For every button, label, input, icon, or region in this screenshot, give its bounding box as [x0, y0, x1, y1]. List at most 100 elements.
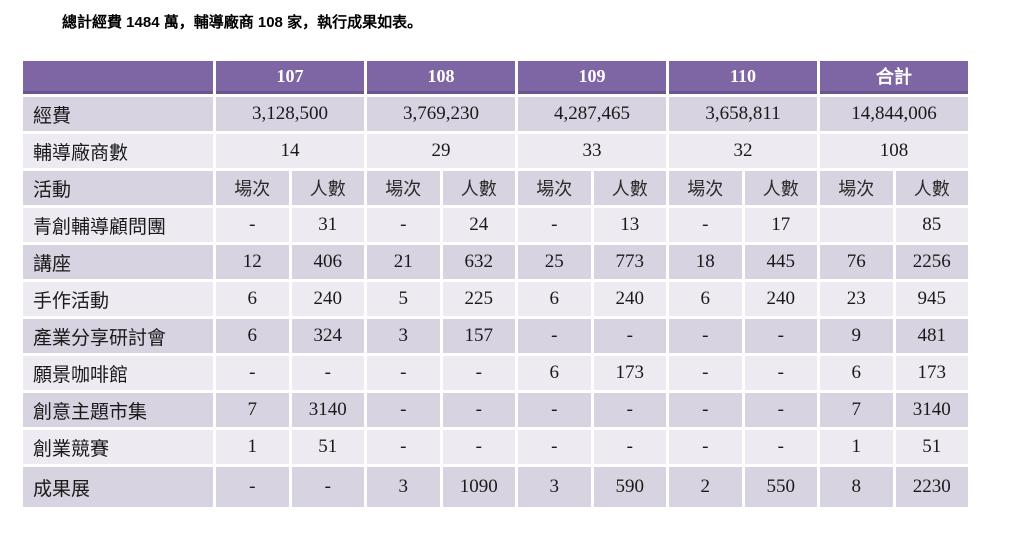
value-cell: 24 [442, 208, 515, 242]
row-label: 經費 [23, 97, 213, 131]
year-header-cell: 107 [216, 61, 364, 94]
value-cell: 3140 [291, 393, 364, 427]
value-cell: 632 [442, 245, 515, 279]
table-row: 願景咖啡館 - - - -6 173- -6 173 [23, 356, 969, 390]
value-cell: 3 [367, 319, 440, 353]
value-cell: - [216, 467, 289, 507]
value-cell: 32 [669, 134, 818, 168]
value-cell: - [744, 319, 818, 353]
value-cell: 3,658,811 [669, 97, 818, 131]
activity-header-row: 活動 場次 人數 場次 人數 場次 人數 場次 人數 場次 人數 [23, 171, 969, 205]
value-cell: - [518, 430, 591, 464]
value-cell: 240 [291, 282, 364, 316]
value-cell: 29 [367, 134, 515, 168]
value-cell: - [593, 430, 666, 464]
value-cell: - [367, 208, 440, 242]
value-cell: 7 [820, 393, 893, 427]
value-cell: 85 [895, 208, 969, 242]
summary-caption: 總計經費 1484 萬，輔導廠商 108 家，執行成果如表。 [62, 14, 423, 31]
value-cell: - [518, 208, 591, 242]
value-cell: - [593, 393, 666, 427]
value-cell: - [367, 393, 440, 427]
value-cell: 6 [518, 356, 591, 390]
value-cell: 23 [820, 282, 893, 316]
row-label: 產業分享研討會 [23, 319, 213, 353]
table-header-row: 107 108 109 110 合計 [23, 61, 969, 94]
value-cell: 6 [518, 282, 591, 316]
value-cell: 4,287,465 [518, 97, 666, 131]
value-cell: 2230 [895, 467, 969, 507]
value-cell: 25 [518, 245, 591, 279]
value-cell: 1090 [442, 467, 515, 507]
table-row: 創業競賽 1 51- - - - - -1 51 [23, 430, 969, 464]
results-table: 107 108 109 110 合計 經費 3,128,500 3,769,230 4,287,… [20, 58, 971, 510]
sub-header-cell: 人數 [593, 171, 666, 205]
sub-header-cell: 場次 [367, 171, 440, 205]
value-cell: 14 [216, 134, 364, 168]
value-cell: 6 [216, 282, 289, 316]
value-cell: 21 [367, 245, 440, 279]
year-header-cell: 109 [518, 61, 666, 94]
year-header-cell: 110 [669, 61, 818, 94]
value-cell: - [593, 319, 666, 353]
value-cell: 8 [820, 467, 893, 507]
value-cell: 240 [744, 282, 818, 316]
value-cell: - [291, 467, 364, 507]
sub-header-cell: 人數 [744, 171, 818, 205]
row-label: 手作活動 [23, 282, 213, 316]
value-cell: 3,128,500 [216, 97, 364, 131]
value-cell: 173 [593, 356, 666, 390]
row-label: 青創輔導顧問團 [23, 208, 213, 242]
value-cell: 76 [820, 245, 893, 279]
value-cell: 3 [518, 467, 591, 507]
value-cell: 17 [744, 208, 818, 242]
table-row: 產業分享研討會 6 324 3 157- - - -9 481 [23, 319, 969, 353]
sub-header-cell: 場次 [518, 171, 591, 205]
value-cell: - [669, 356, 742, 390]
sub-header-cell: 人數 [895, 171, 969, 205]
row-label: 創業競賽 [23, 430, 213, 464]
value-cell: - [216, 208, 289, 242]
value-cell: 1 [820, 430, 893, 464]
value-cell: 51 [895, 430, 969, 464]
table-row: 輔導廠商數 14 29 33 32 108 [23, 134, 969, 168]
row-label: 活動 [23, 171, 213, 205]
value-cell: 173 [895, 356, 969, 390]
value-cell: 12 [216, 245, 289, 279]
value-cell [820, 208, 893, 242]
value-cell: 1 [216, 430, 289, 464]
row-label: 講座 [23, 245, 213, 279]
value-cell: - [669, 430, 742, 464]
value-cell: - [744, 393, 818, 427]
value-cell: 3 [367, 467, 440, 507]
row-label: 輔導廠商數 [23, 134, 213, 168]
row-label: 願景咖啡館 [23, 356, 213, 390]
value-cell: 550 [744, 467, 818, 507]
table-row: 講座 12 406 21 632 25 773 18 445 76 2256 [23, 245, 969, 279]
value-cell: 31 [291, 208, 364, 242]
value-cell: - [518, 319, 591, 353]
value-cell: 406 [291, 245, 364, 279]
row-label: 創意主題市集 [23, 393, 213, 427]
results-table-body: 107 108 109 110 合計 經費 3,128,500 3,769,230 4,287,… [23, 61, 969, 507]
value-cell: 7 [216, 393, 289, 427]
sub-header-cell: 場次 [820, 171, 893, 205]
sub-header-cell: 場次 [216, 171, 289, 205]
year-header-cell: 108 [367, 61, 515, 94]
value-cell: - [518, 393, 591, 427]
value-cell: 590 [593, 467, 666, 507]
value-cell: 445 [744, 245, 818, 279]
value-cell: - [669, 319, 742, 353]
value-cell: 3140 [895, 393, 969, 427]
value-cell: 2 [669, 467, 742, 507]
value-cell: 324 [291, 319, 364, 353]
value-cell: - [367, 430, 440, 464]
value-cell: 6 [216, 319, 289, 353]
table-row: 經費 3,128,500 3,769,230 4,287,465 3,658,811 14… [23, 97, 969, 131]
table-row: 成果展 - -3 1090 3 590 2 550 8 2230 [23, 467, 969, 507]
value-cell: - [669, 208, 742, 242]
value-cell: - [291, 356, 364, 390]
value-cell: 6 [669, 282, 742, 316]
value-cell: - [744, 430, 818, 464]
value-cell: 481 [895, 319, 969, 353]
